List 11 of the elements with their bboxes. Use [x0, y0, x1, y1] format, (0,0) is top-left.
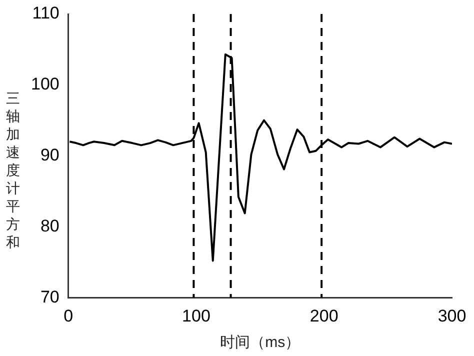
y-tick-label: 70 [40, 287, 60, 306]
y-tick-label: 80 [40, 216, 60, 236]
x-tick-label: 100 [182, 306, 210, 326]
x-tick-label: 200 [310, 306, 338, 326]
y-tick-label: 90 [40, 145, 60, 164]
y-tick-label: 110 [32, 4, 60, 23]
x-axis-title: 时间（ms） [220, 334, 300, 352]
y-tick-label: 100 [30, 74, 60, 94]
x-tick-label: 0 [64, 306, 74, 326]
x-tick-label: 300 [438, 306, 466, 326]
text: 三轴加速度计平方和 [6, 91, 20, 251]
